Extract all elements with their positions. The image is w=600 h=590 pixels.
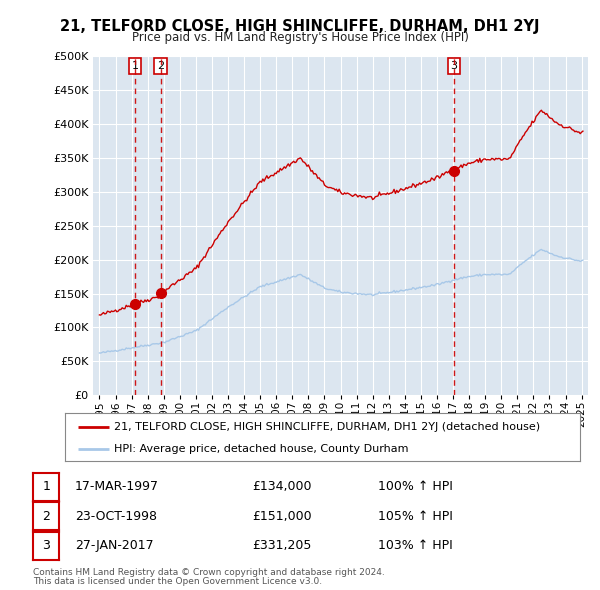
Text: 21, TELFORD CLOSE, HIGH SHINCLIFFE, DURHAM, DH1 2YJ: 21, TELFORD CLOSE, HIGH SHINCLIFFE, DURH… <box>60 19 540 34</box>
Text: £331,205: £331,205 <box>252 539 311 552</box>
Text: 100% ↑ HPI: 100% ↑ HPI <box>378 480 453 493</box>
Text: Contains HM Land Registry data © Crown copyright and database right 2024.: Contains HM Land Registry data © Crown c… <box>33 568 385 577</box>
Text: 17-MAR-1997: 17-MAR-1997 <box>75 480 159 493</box>
Text: 3: 3 <box>42 539 50 552</box>
Text: £134,000: £134,000 <box>252 480 311 493</box>
Text: HPI: Average price, detached house, County Durham: HPI: Average price, detached house, Coun… <box>114 444 408 454</box>
Text: 105% ↑ HPI: 105% ↑ HPI <box>378 510 453 523</box>
Text: 2: 2 <box>42 510 50 523</box>
Text: £151,000: £151,000 <box>252 510 311 523</box>
Text: 21, TELFORD CLOSE, HIGH SHINCLIFFE, DURHAM, DH1 2YJ (detached house): 21, TELFORD CLOSE, HIGH SHINCLIFFE, DURH… <box>114 421 540 431</box>
Text: Price paid vs. HM Land Registry's House Price Index (HPI): Price paid vs. HM Land Registry's House … <box>131 31 469 44</box>
Text: 1: 1 <box>131 61 139 71</box>
Text: 1: 1 <box>42 480 50 493</box>
Text: 23-OCT-1998: 23-OCT-1998 <box>75 510 157 523</box>
Text: 27-JAN-2017: 27-JAN-2017 <box>75 539 154 552</box>
Text: 2: 2 <box>157 61 164 71</box>
Text: 3: 3 <box>451 61 458 71</box>
Text: 103% ↑ HPI: 103% ↑ HPI <box>378 539 453 552</box>
Text: This data is licensed under the Open Government Licence v3.0.: This data is licensed under the Open Gov… <box>33 578 322 586</box>
